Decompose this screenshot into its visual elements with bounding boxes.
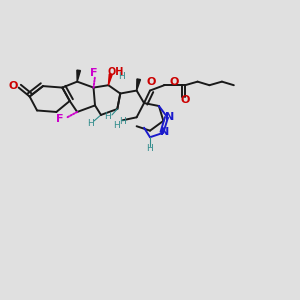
Text: O: O: [9, 81, 18, 91]
Polygon shape: [77, 70, 80, 82]
Text: O: O: [169, 76, 178, 87]
Text: H: H: [119, 117, 126, 126]
Text: F: F: [56, 114, 63, 124]
Text: H: H: [87, 119, 94, 128]
Text: O: O: [180, 95, 190, 105]
Text: H: H: [147, 144, 153, 153]
Text: H: H: [118, 72, 125, 81]
Polygon shape: [108, 74, 112, 85]
Text: N: N: [160, 127, 170, 137]
Text: N: N: [165, 112, 174, 122]
Polygon shape: [136, 79, 140, 91]
Text: H: H: [113, 121, 120, 130]
Text: OH: OH: [108, 67, 124, 77]
Text: O: O: [146, 77, 156, 87]
Text: F: F: [90, 68, 97, 78]
Text: H: H: [104, 112, 111, 121]
